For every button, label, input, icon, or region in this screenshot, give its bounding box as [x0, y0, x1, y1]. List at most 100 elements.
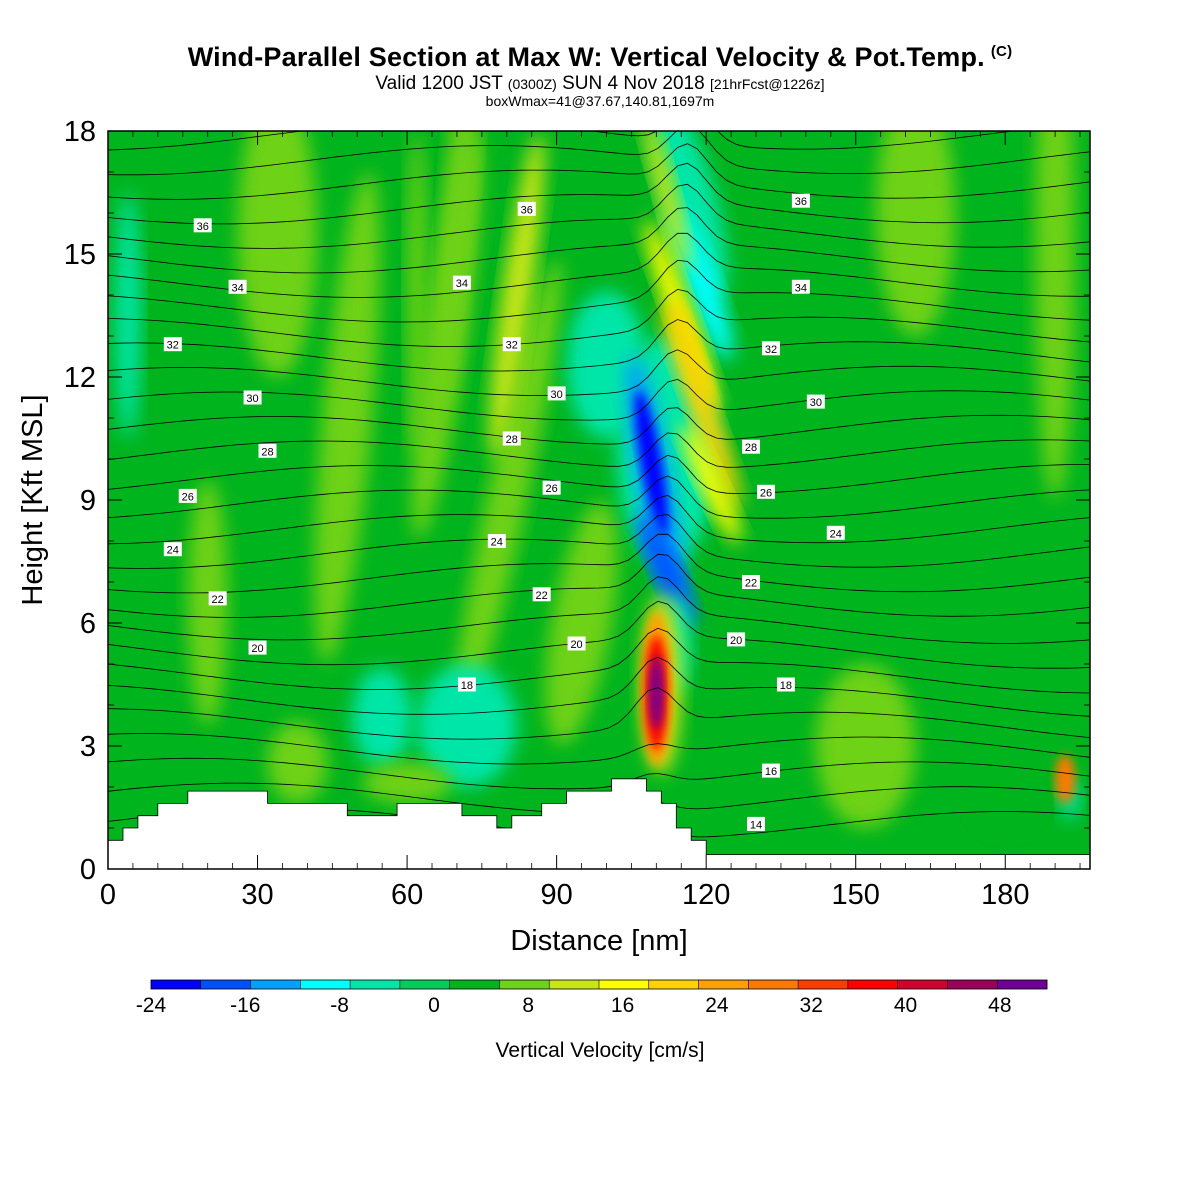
velocity-region [267, 721, 328, 804]
contour-label-box [208, 591, 227, 606]
colorbar-swatch [151, 980, 202, 989]
contour-label-box [742, 575, 761, 589]
contour-label-box [776, 677, 795, 692]
velocity-region [815, 664, 916, 828]
theta-contour [108, 378, 1090, 421]
box-wmax-info: boxWmax=41@37.67,140.81,1697m [485, 93, 715, 109]
theta-contour [108, 494, 1090, 545]
y-tick-label: 18 [64, 116, 96, 148]
contour-label-box [806, 394, 825, 409]
contour-label-box [532, 587, 551, 602]
theta-contour [108, 757, 1090, 790]
x-tick-label: 180 [981, 879, 1029, 911]
y-tick-label: 9 [80, 485, 96, 517]
colorbar-swatch [399, 980, 450, 989]
theta-contour [108, 319, 1090, 372]
colorbar-tick-label: 8 [522, 994, 534, 1017]
contour-label-box [163, 337, 182, 352]
contour-label: 26 [760, 487, 772, 499]
contour-label-box [791, 279, 810, 294]
colorbar-tick-label: -24 [136, 994, 167, 1017]
contour-label-box [826, 525, 845, 540]
contour-label-box [452, 275, 471, 290]
colorbar-label: Vertical Velocity [cm/s] [496, 1039, 705, 1062]
colorbar: -24 -16 -8 0 8 16 24 32 40 48 [136, 979, 1048, 1017]
theta-contour [108, 349, 1090, 397]
contour-label: 20 [251, 643, 263, 655]
contour-label-box [542, 480, 561, 495]
contour-label: 32 [167, 340, 179, 352]
theta-contour [108, 407, 1090, 445]
colorbar-tick-label: 48 [988, 994, 1011, 1017]
valid-time: Valid 1200 JST [375, 73, 503, 94]
x-tick-label: 120 [682, 879, 730, 911]
contour-label: 28 [506, 434, 518, 446]
contour-label: 24 [830, 528, 842, 540]
contour-labels: 36 36 36 34 34 34 32 32 32 30 30 30 28 28 28 26 26 26 24 24… [163, 193, 845, 831]
contour-label: 36 [521, 204, 533, 216]
forecast-info: [21hrFcst@1226z] [709, 76, 825, 92]
colorbar-tick-label: 0 [428, 994, 440, 1017]
terrain [107, 778, 1091, 870]
contour-label-box [547, 386, 566, 401]
contour-label: 22 [536, 590, 548, 602]
colorbar-swatch [449, 980, 500, 989]
theta-contour [108, 553, 1090, 618]
theta-contour [108, 131, 1017, 151]
x-tick-label: 90 [540, 879, 572, 911]
colorbar-swatch [648, 980, 699, 989]
contour-label: 22 [212, 594, 224, 606]
contour-label-box [457, 677, 476, 692]
contour-label-box [178, 488, 197, 503]
contour-label-box [791, 193, 810, 208]
contour-label-box [502, 431, 521, 446]
velocity-region [1035, 131, 1076, 500]
velocity-region [649, 655, 664, 730]
theta-contour [108, 576, 1090, 644]
theta-contour [108, 432, 1090, 468]
contour-label-box [487, 534, 506, 548]
velocity-region [237, 131, 318, 377]
contour-label-box [517, 201, 536, 216]
velocity-region [875, 131, 956, 336]
contour-label: 22 [745, 578, 757, 590]
contour-label-box [248, 640, 267, 655]
contour-label: 24 [491, 537, 503, 549]
velocity-region [1055, 754, 1076, 804]
valid-date: SUN 4 Nov 2018 [562, 73, 705, 94]
colorbar-swatch [250, 980, 301, 989]
y-tick-label: 12 [64, 362, 96, 394]
y-tick-label: 15 [64, 239, 96, 271]
velocity-region [635, 390, 668, 536]
contour-label: 30 [246, 393, 258, 405]
colorbar-tick-label: -8 [330, 994, 349, 1017]
contour-label-box [258, 443, 277, 458]
velocity-region [545, 501, 618, 745]
colorbar-swatch [300, 980, 351, 989]
theta-contour [108, 288, 1090, 347]
velocity-region [115, 192, 141, 439]
theta-contour [108, 232, 1090, 298]
velocity-region [452, 259, 562, 741]
colorbar-swatch [698, 980, 749, 989]
contour-label: 26 [546, 483, 558, 495]
contour-label: 24 [167, 545, 179, 557]
colorbar-swatch [947, 980, 998, 989]
y-axis-label: Height [Kft MSL] [17, 394, 49, 605]
colorbar-tick-label: 40 [894, 994, 917, 1017]
contour-label-box [567, 636, 586, 651]
theta-contour [108, 656, 1090, 717]
velocity-region [352, 668, 413, 767]
velocity-region [407, 131, 428, 459]
x-tick-label: 150 [832, 879, 880, 911]
velocity-region [681, 423, 741, 544]
contour-label: 36 [197, 221, 209, 233]
colorbar-tick-label: 24 [705, 994, 729, 1017]
contour-label-box [163, 542, 182, 557]
contour-label: 30 [810, 397, 822, 409]
utc-time: (0300Z) [507, 76, 557, 92]
theta-contour [108, 600, 1090, 669]
theta-contour [108, 627, 1090, 694]
colorbar-swatch [997, 980, 1048, 989]
